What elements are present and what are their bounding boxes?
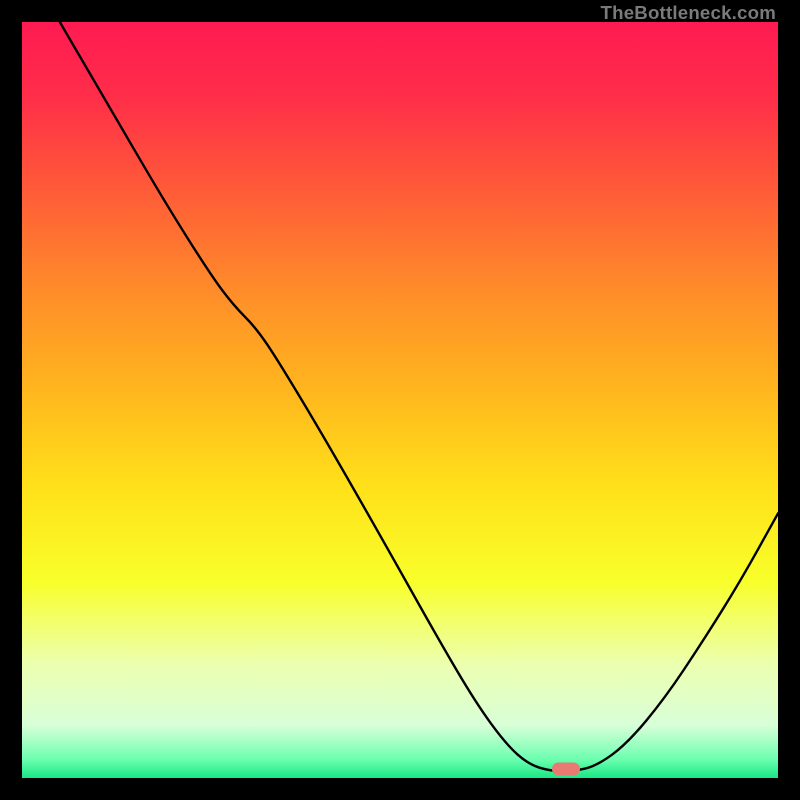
plot-area: [22, 22, 778, 778]
optimal-point-marker: [552, 762, 580, 775]
chart-container: TheBottleneck.com: [0, 0, 800, 800]
bottleneck-curve: [22, 22, 778, 778]
watermark-text: TheBottleneck.com: [601, 2, 777, 24]
